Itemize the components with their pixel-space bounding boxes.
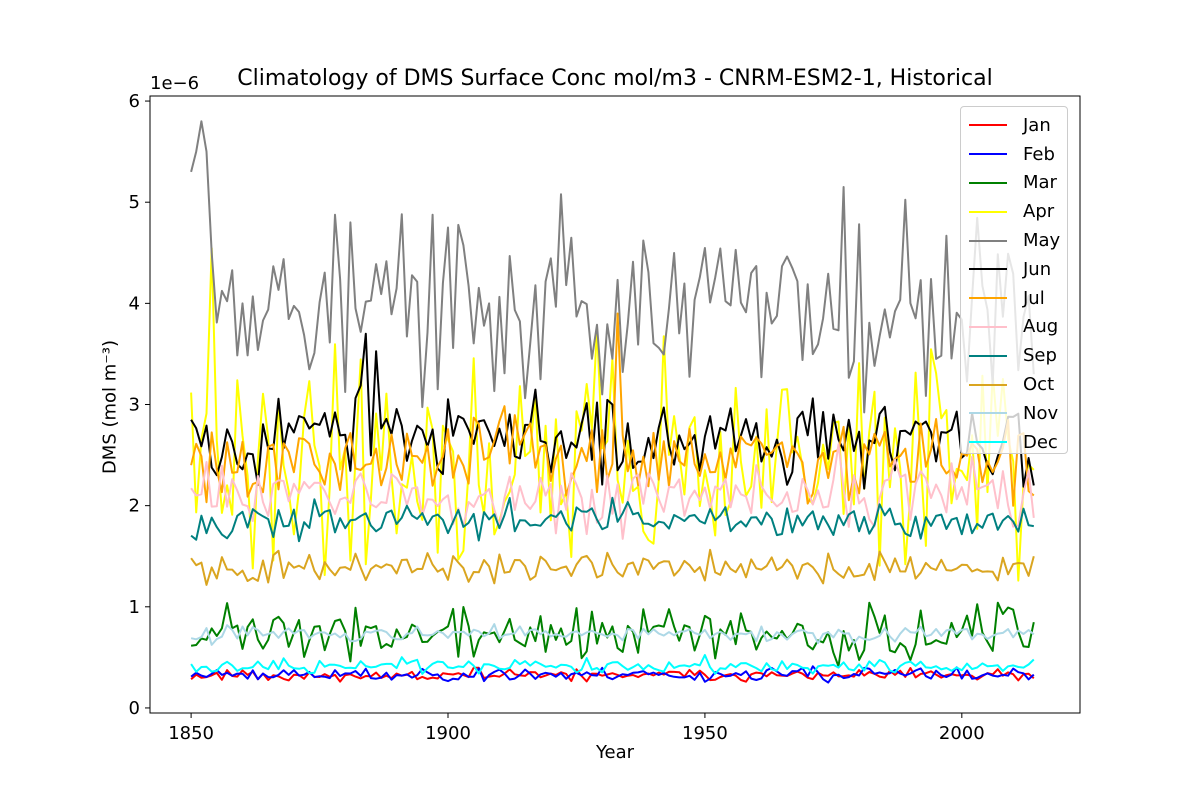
- series-line-mar: [190, 601, 1035, 668]
- series-line-nov: [190, 623, 1035, 646]
- y-tick-label: 0: [129, 698, 140, 719]
- legend-swatch: [969, 383, 1007, 386]
- legend-label: Aug: [1023, 316, 1059, 338]
- series-line-jul: [190, 312, 1035, 507]
- series-line-oct: [190, 548, 1035, 586]
- legend-label: May: [1023, 230, 1061, 252]
- legend-swatch: [969, 210, 1007, 213]
- series-line-dec: [190, 654, 1035, 675]
- legend-swatch: [969, 441, 1007, 444]
- legend-entry-jun: Jun: [969, 255, 1067, 284]
- series-line-aug: [190, 443, 1035, 540]
- y-axis-label: DMS (mol m⁻³): [99, 339, 121, 475]
- series-line-feb: [190, 665, 1035, 684]
- legend-label: Jun: [1023, 258, 1052, 280]
- axes: 1850 1900 1950 2000 0 1 2 3 4 5 6: [129, 91, 1081, 744]
- y-tick-label: 1: [129, 597, 140, 618]
- legend-entry-may: May: [969, 226, 1067, 255]
- series-lines: [190, 120, 1035, 684]
- chart-title: Climatology of DMS Surface Conc mol/m3 -…: [237, 66, 993, 91]
- y-tick-label: 3: [129, 395, 140, 416]
- legend-label: Nov: [1023, 402, 1059, 424]
- x-axis-label: Year: [595, 742, 635, 763]
- legend-swatch: [969, 153, 1007, 156]
- y-tick-label: 4: [129, 293, 140, 314]
- x-tick-label: 2000: [939, 723, 985, 744]
- legend-label: Jan: [1023, 114, 1051, 136]
- legend-entry-feb: Feb: [969, 140, 1067, 169]
- series-line-sep: [190, 496, 1034, 543]
- legend-label: Dec: [1023, 431, 1058, 453]
- legend-entry-aug: Aug: [969, 313, 1067, 342]
- y-offset-text: 1e−6: [150, 73, 200, 94]
- legend-entry-apr: Apr: [969, 197, 1067, 226]
- x-tick-label: 1900: [425, 723, 471, 744]
- legend-entry-mar: Mar: [969, 169, 1067, 198]
- y-tick-label: 5: [129, 192, 140, 213]
- series-line-may: [190, 120, 1035, 414]
- y-tick-label: 6: [129, 91, 140, 112]
- legend-entry-sep: Sep: [969, 341, 1067, 370]
- legend-entry-jul: Jul: [969, 284, 1067, 313]
- legend-label: Feb: [1023, 143, 1055, 165]
- legend-swatch: [969, 354, 1007, 357]
- legend-swatch: [969, 297, 1007, 300]
- legend-swatch: [969, 268, 1007, 271]
- legend-swatch: [969, 181, 1007, 184]
- legend-label: Mar: [1023, 172, 1057, 194]
- x-tick-label: 1950: [682, 723, 728, 744]
- x-tick-label: 1850: [168, 723, 214, 744]
- legend-label: Sep: [1023, 345, 1057, 367]
- legend-entry-dec: Dec: [969, 428, 1067, 457]
- legend-label: Apr: [1023, 201, 1055, 223]
- legend: Jan Feb Mar Apr May Jun Jul Aug Sep Oct Nov Dec: [960, 106, 1068, 454]
- legend-entry-jan: Jan: [969, 111, 1067, 140]
- legend-swatch: [969, 325, 1007, 328]
- legend-swatch: [969, 412, 1007, 415]
- legend-label: Oct: [1023, 374, 1055, 396]
- legend-swatch: [969, 124, 1007, 127]
- legend-swatch: [969, 239, 1007, 242]
- legend-entry-nov: Nov: [969, 399, 1067, 428]
- legend-label: Jul: [1023, 287, 1045, 309]
- y-tick-label: 2: [129, 496, 140, 517]
- legend-entry-oct: Oct: [969, 370, 1067, 399]
